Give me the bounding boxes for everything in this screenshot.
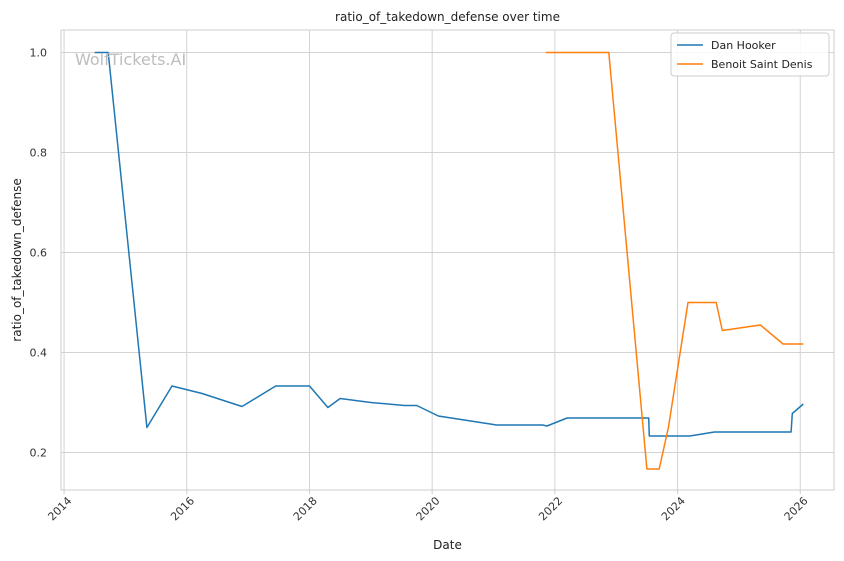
series-line-benoit-saint-denis — [545, 51, 804, 470]
series-layer — [94, 51, 804, 470]
y-tick-label-0-2: 0.2 — [30, 447, 48, 460]
x-axis-label: Date — [433, 538, 462, 552]
series-line-dan-hooker — [94, 51, 804, 437]
watermark: WolfTickets.AI — [75, 50, 186, 69]
grid — [61, 30, 834, 490]
y-tick-label-0-4: 0.4 — [30, 347, 48, 360]
legend: Dan Hooker Benoit Saint Denis — [670, 32, 830, 77]
y-axis-label: ratio_of_takedown_defense — [10, 178, 24, 341]
y-tick-label-0-6: 0.6 — [30, 247, 48, 260]
y-axis-ticks: 0.2 0.4 0.6 0.8 1.0 — [30, 47, 48, 460]
y-tick-label-1-0: 1.0 — [30, 47, 48, 60]
chart-title: ratio_of_takedown_defense over time — [335, 10, 560, 24]
y-tick-label-0-8: 0.8 — [30, 147, 48, 160]
legend-label-benoit-saint-denis: Benoit Saint Denis — [711, 58, 813, 71]
plot-frame — [60, 29, 835, 491]
legend-box — [670, 32, 830, 77]
legend-label-dan-hooker: Dan Hooker — [711, 39, 776, 52]
